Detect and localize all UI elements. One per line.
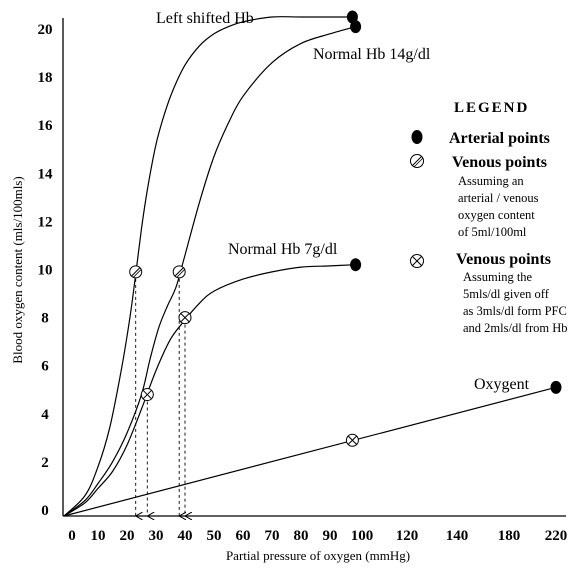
y-tick-label: 10 <box>38 263 53 279</box>
x-tick-label: 220 <box>545 528 568 544</box>
legend: LEGEND Arterial points Venous points Ass… <box>410 100 568 335</box>
label-normal-hb-14: Normal Hb 14g/dl <box>313 46 431 63</box>
x-axis-title: Partial pressure of oxygen (mmHg) <box>226 548 410 563</box>
series-line-oxygent <box>63 386 557 517</box>
y-tick-label: 18 <box>38 70 53 86</box>
legend-venous-label: Venous points <box>452 154 547 171</box>
legend-venous2-note-4: and 2mls/dl from Hb <box>463 321 568 335</box>
venous-point <box>129 265 143 279</box>
arterial-point <box>350 258 362 272</box>
legend-venous2-note-3: as 3mls/dl form PFC <box>463 304 567 318</box>
legend-venous-marker <box>410 154 424 168</box>
legend-venous2-note-2: 5mls/dl given off <box>463 287 550 301</box>
venous-point <box>172 265 186 279</box>
y-tick-label: 4 <box>41 407 49 423</box>
y-tick-label: 0 <box>41 503 49 519</box>
legend-venous-note-4: of 5ml/100ml <box>458 225 527 239</box>
x-tick-label: 80 <box>294 528 309 544</box>
y-tick-label: 6 <box>41 359 49 375</box>
x-tick-label: 70 <box>265 528 280 544</box>
x-tick-label: 100 <box>351 528 374 544</box>
x-tick-label: 140 <box>446 528 469 544</box>
x-tick-label: 10 <box>91 528 106 544</box>
arterial-point <box>350 20 362 34</box>
series-line-left-shifted-hb <box>63 16 353 517</box>
x-tick-label: 90 <box>323 528 338 544</box>
label-normal-hb-7: Normal Hb 7g/dl <box>228 241 338 258</box>
legend-venous-note-2: arterial / venous <box>458 191 539 205</box>
venous-point-crossed <box>345 433 359 447</box>
legend-venous-note-3: oxygen content <box>458 208 535 222</box>
x-tick-label: 0 <box>68 528 76 544</box>
y-tick-label: 14 <box>38 166 54 182</box>
legend-arterial-label: Arterial points <box>449 130 550 147</box>
x-tick-label: 180 <box>498 528 521 544</box>
x-tick-label: 60 <box>236 528 251 544</box>
legend-arterial-marker <box>411 130 423 144</box>
legend-title: LEGEND <box>454 100 529 116</box>
x-tick-label: 120 <box>396 528 419 544</box>
series-line-normal-hb-14g-dl <box>63 26 356 517</box>
legend-venous-note-1: Assuming an <box>458 174 524 188</box>
legend-venous2-note-1: Assuming the <box>463 270 533 284</box>
y-tick-label: 8 <box>41 311 49 327</box>
x-tick-label: 50 <box>207 528 222 544</box>
y-tick-label: 16 <box>38 118 54 134</box>
y-tick-label: 12 <box>38 214 53 230</box>
arterial-point <box>550 380 562 394</box>
x-tick-label: 20 <box>120 528 135 544</box>
venous-point-crossed <box>178 311 192 325</box>
y-axis-title: Blood oxygen content (mls/100mls) <box>10 176 25 363</box>
label-oxygent: Oxygent <box>474 376 530 393</box>
series-line-normal-hb-7g-dl <box>63 264 356 517</box>
legend-venous-crossed-marker <box>410 254 424 268</box>
venous-point-crossed <box>140 388 154 402</box>
x-tick-label: 30 <box>149 528 164 544</box>
label-left-shifted-hb: Left shifted Hb <box>156 10 254 27</box>
x-tick-label: 40 <box>178 528 193 544</box>
y-tick-label: 20 <box>38 22 53 38</box>
legend-venous2-label: Venous points <box>456 251 551 268</box>
y-tick-label: 2 <box>41 455 49 471</box>
